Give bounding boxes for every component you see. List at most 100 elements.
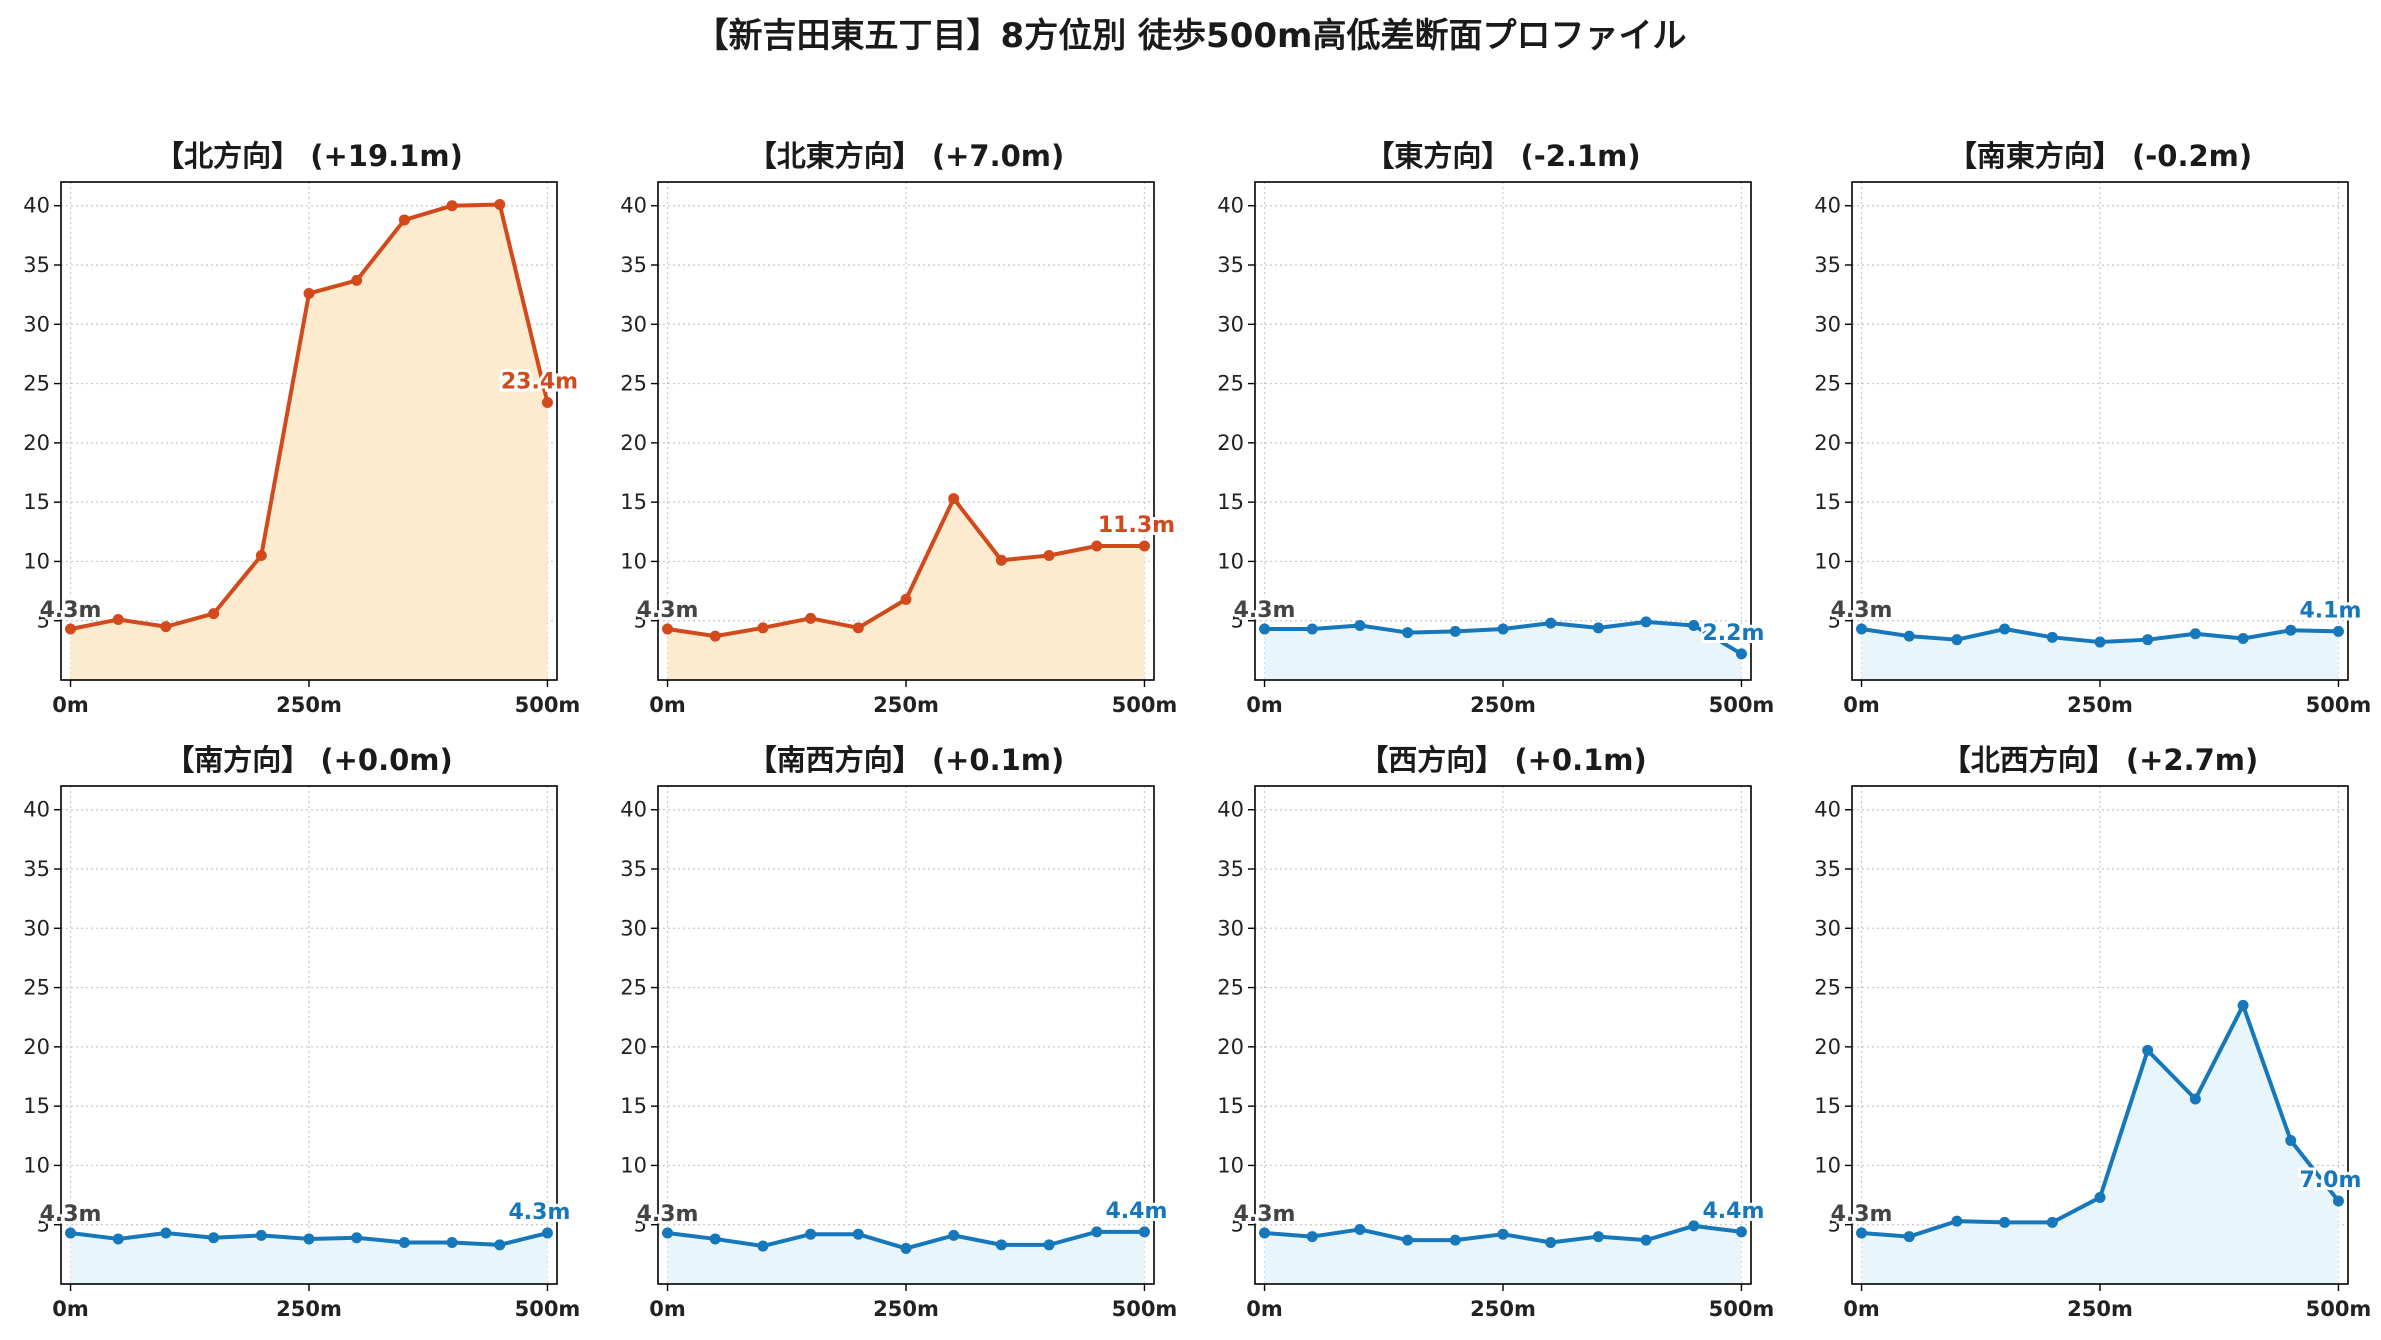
start-elevation-label: 4.3m [40, 598, 102, 623]
subplot-title: 【北西方向】 (+2.7m) [1942, 743, 2259, 777]
y-tick-label: 20 [1814, 1035, 1841, 1059]
y-tick-label: 20 [1814, 431, 1841, 455]
y-tick-label: 40 [23, 798, 50, 822]
data-point [852, 1228, 864, 1240]
y-tick-label: 35 [620, 253, 647, 277]
y-tick-label: 5 [1828, 609, 1841, 633]
data-point [1497, 1228, 1509, 1240]
data-point [852, 622, 864, 634]
x-tick-label: 0m [52, 693, 89, 717]
y-tick-label: 15 [23, 490, 50, 514]
x-tick-label: 250m [873, 693, 939, 717]
y-tick-label: 30 [1217, 916, 1244, 940]
start-elevation-label: 4.3m [1234, 598, 1296, 623]
area-fill [1264, 621, 1742, 680]
data-point [1259, 623, 1271, 635]
y-tick-label: 15 [1217, 490, 1244, 514]
y-tick-label: 30 [1217, 312, 1244, 336]
area-fill [1861, 1005, 2339, 1284]
data-point [2094, 1191, 2106, 1203]
data-point [900, 593, 912, 605]
data-point [948, 1229, 960, 1241]
data-point [446, 200, 458, 212]
data-point [303, 1233, 315, 1245]
y-tick-label: 10 [1217, 549, 1244, 573]
data-point [1688, 1220, 1700, 1232]
x-tick-label: 0m [1843, 1297, 1880, 1321]
x-tick-label: 0m [1246, 1297, 1283, 1321]
data-point [2189, 628, 2201, 640]
data-point [112, 614, 124, 626]
data-point [995, 1239, 1007, 1251]
y-tick-label: 15 [1814, 1094, 1841, 1118]
subplot-6: 5 10 15 20 25 30 35 40 0m 250m 500m 【南西方向】 (+0.1m) 4… [620, 743, 1177, 1321]
data-point [541, 397, 553, 409]
end-elevation-label: 4.3m [509, 1200, 571, 1225]
x-tick-label: 0m [1246, 693, 1283, 717]
data-point [398, 1237, 410, 1248]
subplot-5: 5 10 15 20 25 30 35 40 0m 250m 500m 【南方向】 (+0.0m) 4.… [23, 743, 580, 1321]
y-tick-label: 40 [1814, 798, 1841, 822]
end-elevation-label: 11.3m [1098, 513, 1175, 538]
data-point [1138, 1226, 1150, 1238]
y-tick-label: 5 [1231, 609, 1244, 633]
subplot-title: 【西方向】 (+0.1m) [1359, 743, 1647, 777]
x-tick-label: 500m [515, 1297, 581, 1321]
y-tick-label: 20 [23, 1035, 50, 1059]
data-point [1545, 1237, 1557, 1248]
y-tick-label: 10 [620, 1153, 647, 1177]
data-point [112, 1233, 124, 1245]
data-point [1354, 619, 1366, 631]
y-tick-label: 25 [1814, 976, 1841, 1000]
subplot-title: 【北東方向】 (+7.0m) [748, 139, 1065, 173]
start-elevation-label: 4.3m [637, 1202, 699, 1227]
data-point [1091, 540, 1103, 552]
y-tick-label: 40 [620, 194, 647, 218]
y-tick-label: 25 [23, 372, 50, 396]
end-elevation-label: 4.1m [2300, 598, 2362, 623]
y-tick-label: 40 [1217, 798, 1244, 822]
y-tick-label: 15 [620, 490, 647, 514]
data-point [1259, 1227, 1271, 1239]
data-point [2285, 1135, 2297, 1147]
subplot-title: 【南西方向】 (+0.1m) [748, 743, 1065, 777]
x-tick-label: 250m [2067, 693, 2133, 717]
subplot-1: 5 10 15 20 25 30 35 40 0m 250m 500m 【北方向】 (+19.1m) 4… [23, 139, 581, 717]
x-tick-label: 500m [515, 693, 581, 717]
data-point [2237, 633, 2249, 644]
x-tick-label: 0m [52, 1297, 89, 1321]
y-tick-label: 10 [1814, 549, 1841, 573]
area-fill [667, 498, 1145, 680]
data-point [1903, 1231, 1915, 1243]
data-point [208, 1232, 220, 1244]
y-tick-label: 20 [620, 1035, 647, 1059]
x-tick-label: 500m [1709, 1297, 1775, 1321]
end-elevation-label: 4.4m [1106, 1199, 1168, 1224]
chart-main-title: 【新吉田東五丁目】8方位別 徒歩500m高低差断面プロファイル [694, 16, 1687, 56]
data-point [1449, 625, 1461, 637]
data-point [1138, 540, 1150, 552]
data-point [255, 1229, 267, 1241]
data-point [1306, 1231, 1318, 1243]
data-point [1999, 1216, 2011, 1228]
area-fill [70, 1233, 548, 1284]
y-tick-label: 30 [620, 312, 647, 336]
data-point [255, 550, 267, 561]
y-tick-label: 40 [1217, 194, 1244, 218]
data-point [398, 214, 410, 226]
data-point [65, 1227, 77, 1239]
y-tick-label: 35 [1217, 857, 1244, 881]
x-tick-label: 250m [873, 1297, 939, 1321]
start-elevation-label: 4.3m [1831, 1202, 1893, 1227]
area-fill [1264, 1225, 1742, 1284]
start-elevation-label: 4.3m [1831, 598, 1893, 623]
data-point [1999, 623, 2011, 635]
y-tick-label: 15 [1814, 490, 1841, 514]
y-tick-label: 25 [620, 976, 647, 1000]
x-tick-label: 250m [1470, 1297, 1536, 1321]
x-tick-label: 250m [276, 693, 342, 717]
data-point [1592, 622, 1604, 634]
data-point [2332, 625, 2344, 637]
x-tick-label: 500m [2306, 693, 2372, 717]
y-tick-label: 40 [1814, 194, 1841, 218]
